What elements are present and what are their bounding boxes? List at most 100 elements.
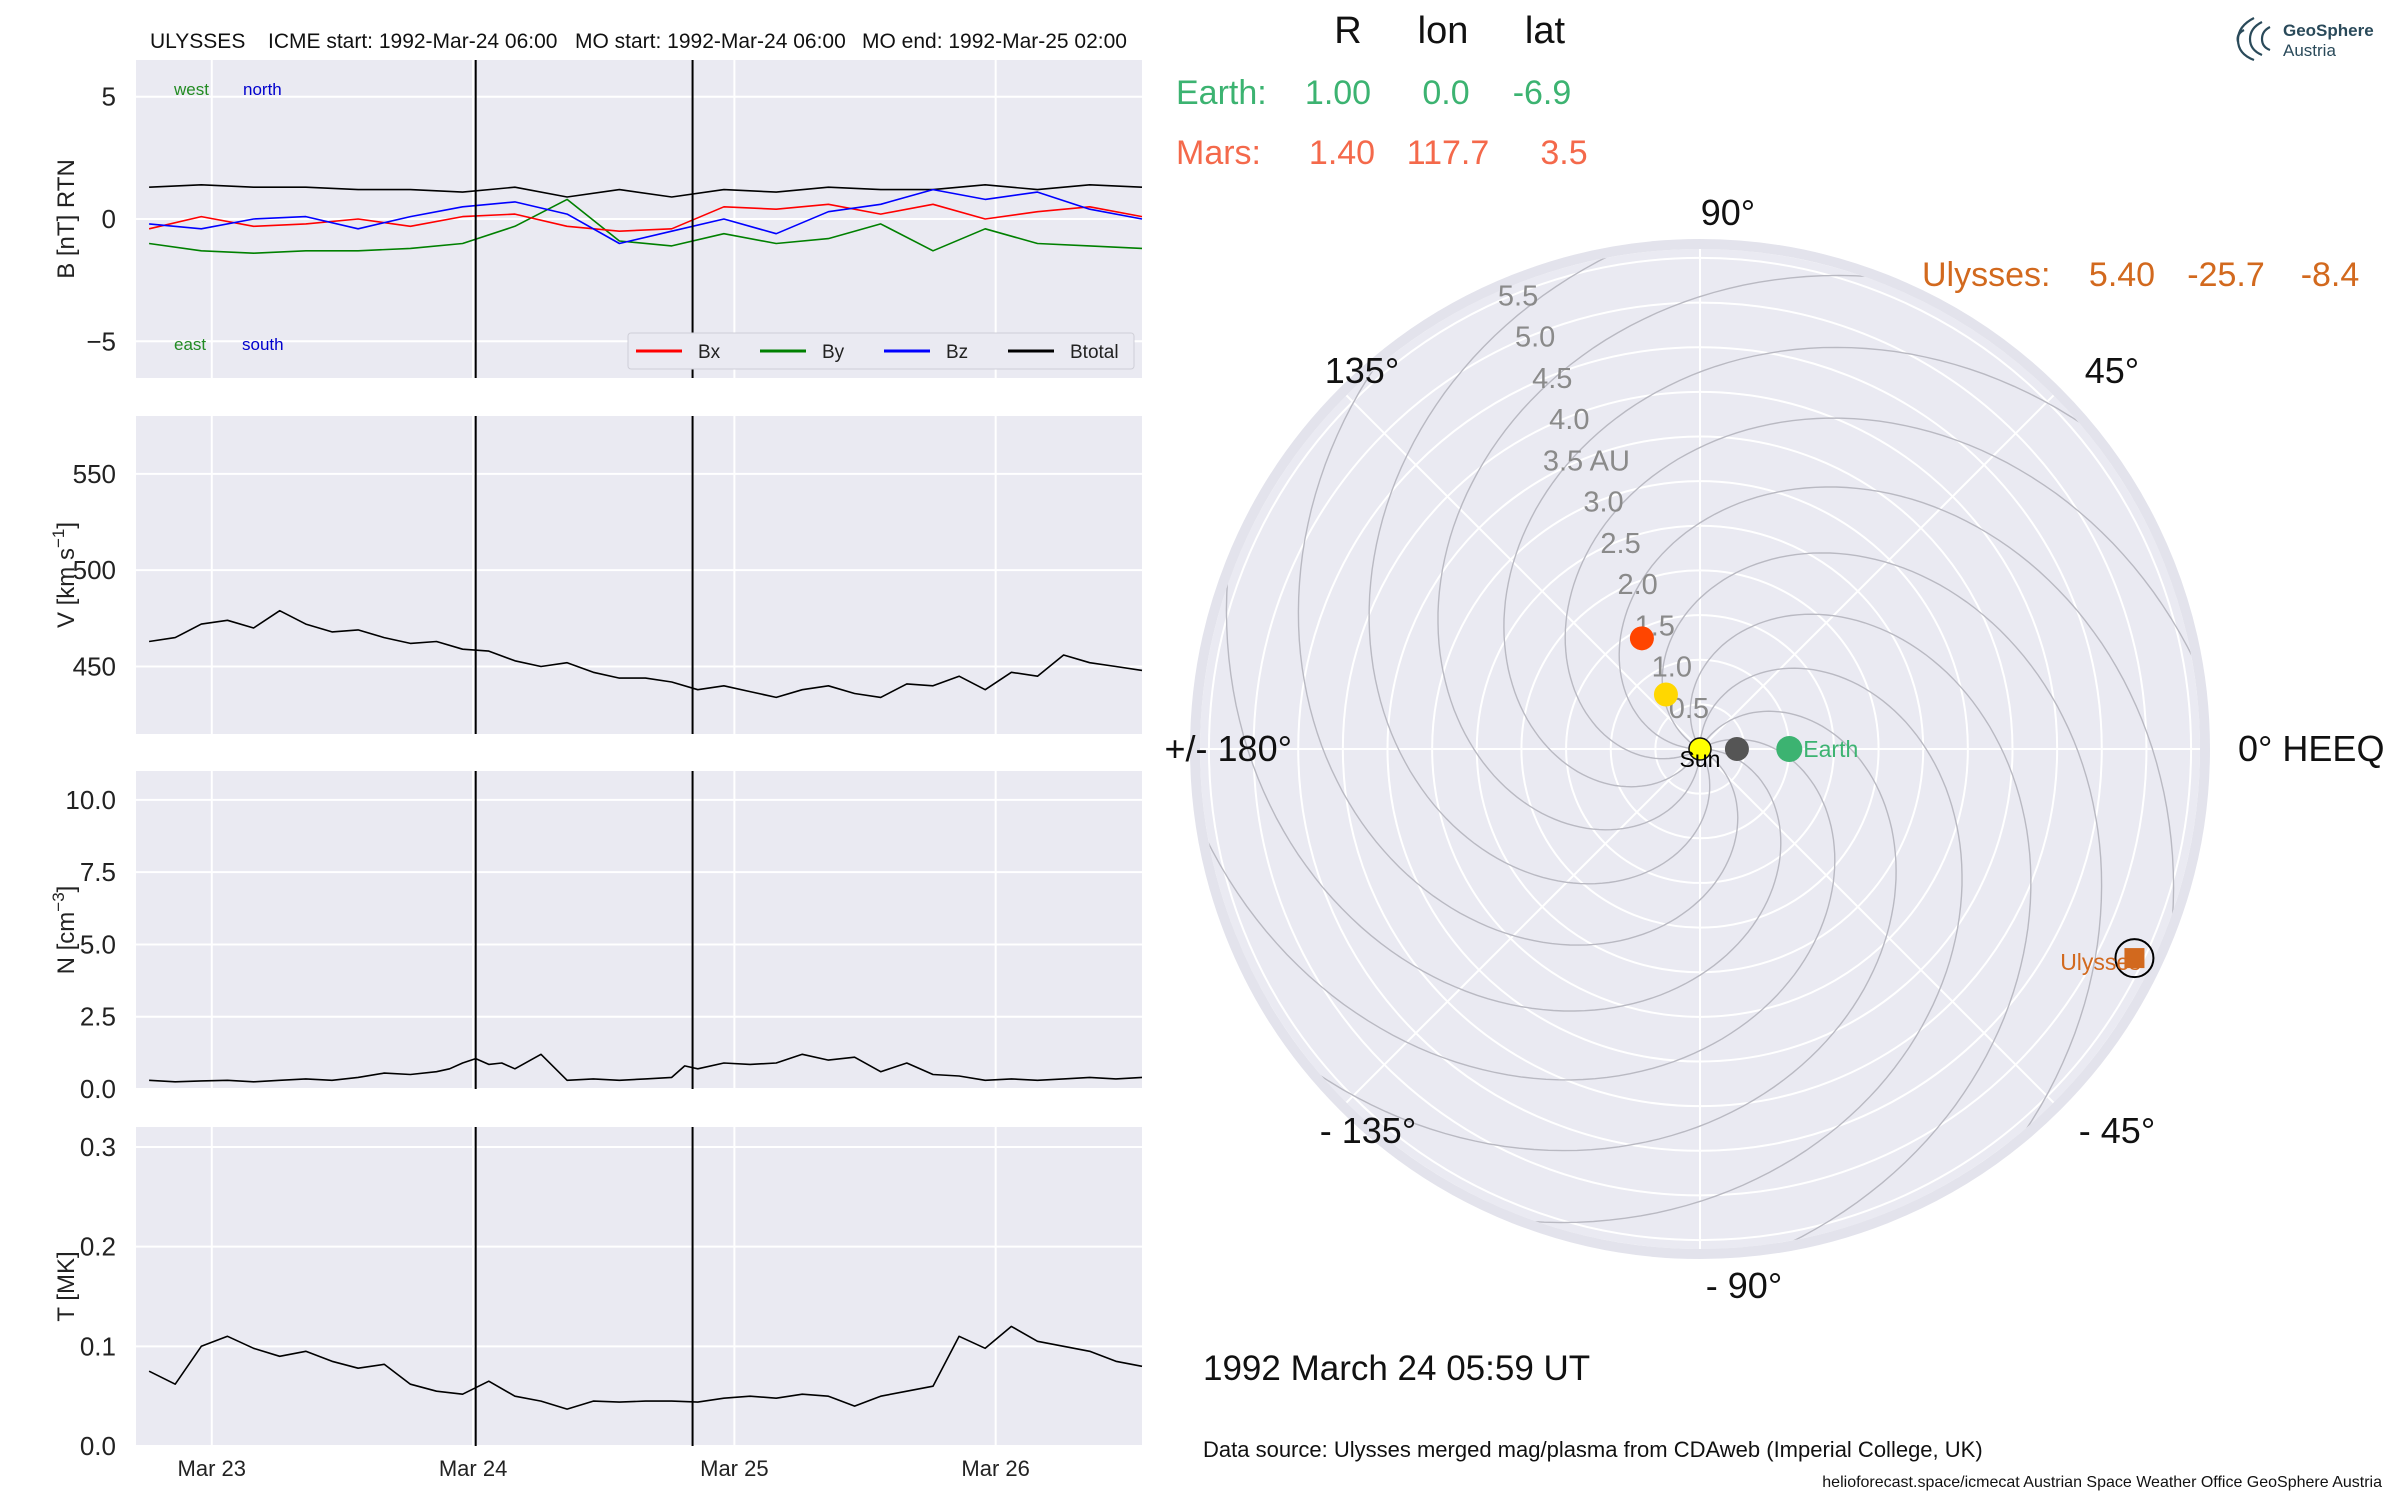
radial-tick-label: 2.0	[1617, 569, 1657, 601]
ulysses-label: Ulysses	[2060, 949, 2141, 975]
column-header-lat: lat	[1525, 10, 1566, 52]
header-mo-end: MO end: 1992-Mar-25 02:00	[862, 30, 1127, 53]
angle-label: 135°	[1325, 350, 1399, 391]
annotation-south: south	[242, 335, 284, 354]
radial-tick-label: 2.5	[1600, 528, 1640, 560]
series-line-panel3	[149, 1053, 1143, 1083]
radial-tick-label: 5.0	[1515, 322, 1555, 354]
series-line-bx	[148, 203, 1143, 232]
spiral-line	[1437, 274, 2058, 831]
panel-background	[136, 416, 1142, 734]
ulysses-marker	[2124, 948, 2145, 969]
logo-line2: Austria	[2283, 41, 2336, 60]
radial-tick-label: 4.0	[1549, 404, 1589, 436]
spiral-line	[1661, 552, 2103, 1249]
annotation-north: north	[243, 80, 282, 99]
ulysses-row-name: Ulysses:	[1922, 256, 2050, 294]
mars-marker	[1629, 626, 1654, 651]
x-tick-label: Mar 25	[700, 1456, 768, 1481]
logo-swirl-icon	[2236, 17, 2271, 62]
earth-row-r: 1.00	[1305, 74, 1371, 112]
radial-tick-label: 3.0	[1583, 487, 1623, 519]
spiral-line	[1503, 346, 2200, 788]
polar-border	[1190, 239, 2210, 1259]
angle-label: 45°	[2085, 350, 2139, 391]
series-line-btotal	[149, 184, 1143, 198]
y-tick-label: 2.5	[80, 1002, 116, 1032]
spiral-line	[1342, 667, 1963, 1224]
polar-spoke	[1699, 394, 2055, 750]
panel-1: 5 0 −5 B [nT] RTN west north east south Bx By Bz Bt…	[53, 60, 1143, 378]
legend-label-btotal: Btotal	[1070, 342, 1119, 363]
column-header-r: R	[1334, 10, 1361, 52]
mars-row-lat: 3.5	[1540, 134, 1587, 172]
angle-label: +/- 180°	[1165, 728, 1292, 769]
panel-3: 10.0 7.5 5.0 2.5 0.0 N [cm−3]	[49, 771, 1143, 1104]
y-tick-label: 0.0	[80, 1074, 116, 1104]
logo-line1: GeoSphere	[2283, 21, 2374, 40]
y-axis-label: B [nT] RTN	[53, 159, 80, 279]
ulysses-row-lat: -8.4	[2301, 256, 2360, 294]
panel-4: 0.3 0.2 0.1 0.0 T [MK] Mar 23 Mar 24 Mar 25 Mar …	[53, 1127, 1143, 1481]
y-tick-label: 0	[102, 204, 116, 234]
earth-row-lat: -6.9	[1513, 74, 1572, 112]
y-axis-label: T [MK]	[53, 1251, 80, 1321]
x-tick-label: Mar 26	[961, 1456, 1029, 1481]
spiral-line	[1368, 249, 1799, 885]
angle-label: 90°	[1701, 192, 1755, 233]
y-tick-label: 0.2	[80, 1232, 116, 1262]
radial-tick-label: 1.0	[1652, 652, 1692, 684]
header-mo-start: MO start: 1992-Mar-24 06:00	[575, 30, 846, 53]
y-tick-label: 5	[102, 82, 116, 112]
spiral-line	[1200, 710, 1897, 1152]
spiral-line	[1618, 486, 2175, 1107]
y-tick-label: 0.0	[80, 1431, 116, 1461]
column-header-lon: lon	[1418, 10, 1469, 52]
timestamp: 1992 March 24 05:59 UT	[1203, 1349, 1590, 1388]
geosphere-logo: GeoSphere Austria	[2236, 17, 2374, 62]
mars-row-name: Mars:	[1176, 134, 1261, 172]
series-line-panel2	[148, 609, 1143, 699]
angle-label: 0° HEEQ	[2238, 728, 2384, 769]
panel-2: 550 500 450 V [km s−1]	[49, 416, 1143, 734]
data-source: Data source: Ulysses merged mag/plasma f…	[1203, 1437, 1983, 1462]
y-tick-label: 450	[73, 652, 116, 682]
ulysses-row-r: 5.40	[2089, 256, 2155, 294]
polar-spoke	[1345, 394, 1701, 750]
angle-label: - 135°	[1320, 1110, 1416, 1151]
angle-label: - 90°	[1706, 1265, 1782, 1306]
panel-background	[136, 771, 1142, 1089]
polar-spoke	[1699, 748, 2055, 1104]
radial-tick-label: 3.5 AU	[1543, 445, 1630, 477]
x-tick-label: Mar 23	[178, 1456, 246, 1481]
y-tick-label: 0.1	[80, 1331, 116, 1361]
legend: Bx By Bz Btotal	[627, 332, 1135, 370]
mars-row-r: 1.40	[1309, 134, 1375, 172]
legend-label-by: By	[822, 342, 845, 363]
ulysses-row-lon: -25.7	[2187, 256, 2265, 294]
y-axis-label: N [cm−3]	[49, 886, 80, 975]
spiral-line	[1225, 391, 1782, 1012]
earth-row-name: Earth:	[1176, 74, 1267, 112]
y-tick-label: 7.5	[80, 857, 116, 887]
y-tick-label: 0.3	[80, 1132, 116, 1162]
angle-label: - 45°	[2079, 1110, 2155, 1151]
x-tick-label: Mar 24	[439, 1456, 507, 1481]
series-line-panel4	[148, 1325, 1143, 1410]
mercury-marker	[1724, 737, 1749, 761]
legend-box	[627, 332, 1135, 370]
panel-background	[136, 1127, 1142, 1446]
series-line-bz	[149, 188, 1143, 245]
legend-label-bz: Bz	[946, 342, 968, 363]
earth-marker	[1776, 736, 1803, 762]
radial-tick-label: 4.5	[1532, 363, 1572, 395]
header-spacecraft: ULYSSES	[150, 30, 245, 53]
sun-label: Sun	[1680, 746, 1721, 772]
spiral-line	[1564, 417, 2200, 848]
y-tick-label: −5	[86, 326, 116, 356]
y-tick-label: 5.0	[80, 929, 116, 959]
spiral-line	[1297, 249, 1739, 946]
y-tick-label: 10.0	[65, 785, 116, 815]
